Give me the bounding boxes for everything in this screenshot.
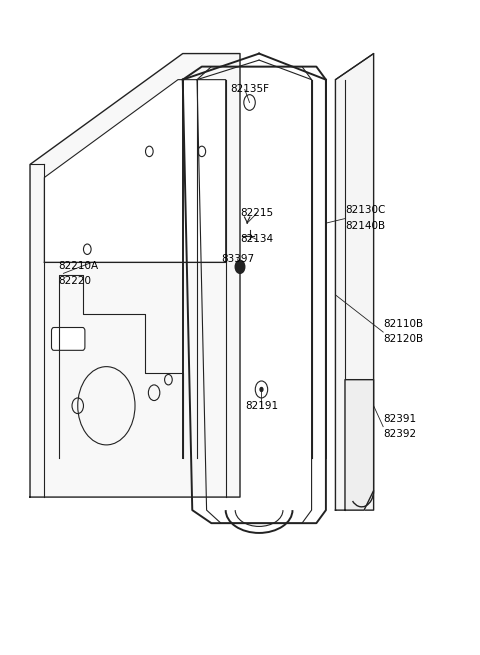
Text: 82134: 82134 xyxy=(240,234,273,244)
Polygon shape xyxy=(30,54,240,497)
FancyBboxPatch shape xyxy=(51,328,85,350)
Text: 82210A: 82210A xyxy=(59,261,99,271)
Text: 82140B: 82140B xyxy=(345,221,385,231)
Text: 82191: 82191 xyxy=(245,401,278,411)
Text: 82391: 82391 xyxy=(383,414,416,424)
Text: 82392: 82392 xyxy=(383,429,416,439)
Text: 82130C: 82130C xyxy=(345,205,385,215)
Polygon shape xyxy=(44,80,226,262)
Polygon shape xyxy=(345,380,373,510)
Circle shape xyxy=(235,260,245,273)
Polygon shape xyxy=(336,54,373,510)
Text: 83397: 83397 xyxy=(221,254,254,264)
Text: 82215: 82215 xyxy=(240,208,273,218)
Text: 82135F: 82135F xyxy=(230,84,269,94)
Text: 82120B: 82120B xyxy=(383,334,423,345)
Text: 82220: 82220 xyxy=(59,276,92,286)
Text: 82110B: 82110B xyxy=(383,319,423,329)
Circle shape xyxy=(260,388,263,392)
